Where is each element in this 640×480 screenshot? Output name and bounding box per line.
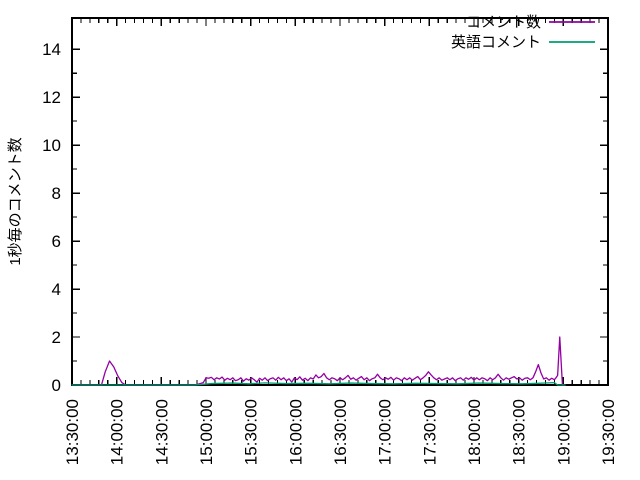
- y-tick-label: 14: [42, 40, 61, 59]
- legend-label-1: 英語コメント: [451, 33, 541, 51]
- y-tick-label: 4: [52, 280, 61, 299]
- x-tick-label: 14:00:00: [108, 399, 127, 465]
- x-tick-label: 15:30:00: [242, 399, 261, 465]
- y-axis-ticks: 0 2 4 6 8 10 12 14: [42, 40, 608, 395]
- data-series-group: [71, 336, 566, 386]
- x-tick-label: 19:00:00: [554, 399, 573, 465]
- y-tick-label: 2: [52, 328, 61, 347]
- y-tick-label: 8: [52, 184, 61, 203]
- x-tick-label: 16:00:00: [286, 399, 305, 465]
- y-tick-label: 12: [42, 88, 61, 107]
- x-tick-label: 13:30:00: [63, 399, 82, 465]
- x-tick-label: 18:00:00: [465, 399, 484, 465]
- y-tick-label: 0: [52, 376, 61, 395]
- series-line-0: [71, 336, 566, 386]
- series-line-1: [71, 381, 566, 386]
- x-tick-label: 19:30:00: [599, 399, 618, 465]
- y-tick-label: 6: [52, 232, 61, 251]
- legend-label-0: コメント数: [466, 14, 541, 31]
- x-axis-ticks: 13:30:00 14:00:00 14:30:00 15:00:00 15:30:00…: [63, 18, 618, 465]
- x-tick-label: 18:30:00: [510, 399, 529, 465]
- plot-frame: [71, 17, 609, 386]
- y-axis-label: 1秒毎のコメント数: [7, 137, 24, 265]
- y-tick-label: 10: [42, 136, 61, 155]
- x-tick-label: 17:00:00: [376, 399, 395, 465]
- x-tick-label: 17:30:00: [420, 399, 439, 465]
- plot-border: [71, 17, 609, 386]
- x-tick-label: 15:00:00: [197, 399, 216, 465]
- x-tick-label: 14:30:00: [152, 399, 171, 465]
- y-axis-label-text: 1秒毎のコメント数: [7, 137, 24, 265]
- x-tick-label: 16:30:00: [331, 399, 350, 465]
